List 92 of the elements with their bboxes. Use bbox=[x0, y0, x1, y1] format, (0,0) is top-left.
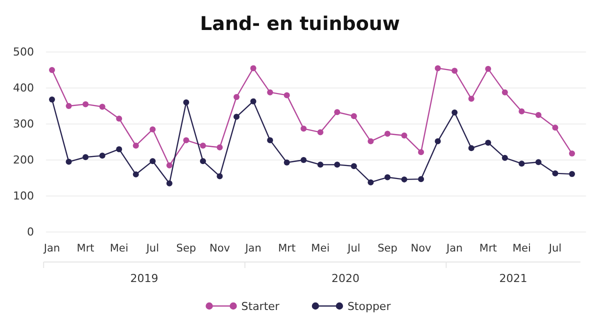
point bbox=[99, 104, 106, 110]
point bbox=[317, 129, 324, 136]
point bbox=[267, 89, 274, 96]
point bbox=[485, 140, 492, 146]
x-tick-label: Mrt bbox=[479, 242, 497, 254]
point bbox=[250, 65, 256, 72]
legend-label: Stopper bbox=[347, 300, 392, 313]
point bbox=[452, 109, 458, 116]
point bbox=[49, 67, 55, 73]
point bbox=[234, 94, 240, 100]
x-tick-label: Nov bbox=[410, 242, 432, 254]
point bbox=[284, 160, 290, 166]
y-tick-label: 100 bbox=[13, 190, 34, 203]
point bbox=[350, 113, 357, 120]
x-tick-label: Mei bbox=[110, 242, 128, 254]
point bbox=[116, 116, 122, 122]
x-tick-label: Jul bbox=[145, 242, 159, 254]
point bbox=[401, 176, 408, 182]
x-tick-label: Jan bbox=[244, 242, 262, 254]
point bbox=[502, 154, 508, 161]
x-tick-label: Mei bbox=[311, 242, 330, 254]
point bbox=[216, 144, 223, 150]
y-tick-label: 0 bbox=[27, 226, 34, 239]
point bbox=[418, 149, 424, 156]
point bbox=[49, 96, 55, 103]
x-tick-label: Mrt bbox=[76, 242, 94, 254]
point bbox=[250, 98, 256, 104]
point bbox=[535, 159, 542, 166]
point bbox=[82, 101, 89, 108]
point bbox=[82, 154, 89, 160]
y-tick-label: 300 bbox=[13, 118, 34, 131]
point bbox=[518, 160, 525, 167]
point bbox=[200, 142, 206, 149]
point bbox=[569, 171, 575, 178]
point bbox=[183, 99, 190, 106]
text: 2020 bbox=[332, 272, 360, 285]
x-tick-label: Sep bbox=[176, 242, 196, 254]
point bbox=[418, 176, 424, 182]
point bbox=[434, 138, 441, 144]
y-tick-label: 500 bbox=[13, 46, 34, 59]
point bbox=[334, 162, 340, 168]
x-tick-label: Jan bbox=[42, 242, 60, 254]
text: 2021 bbox=[499, 272, 528, 285]
y-tick-label: 400 bbox=[13, 82, 34, 95]
point bbox=[300, 157, 307, 163]
point bbox=[452, 68, 458, 74]
chart-title: Land- en tuinbouw bbox=[200, 13, 400, 35]
y-tick-label: 200 bbox=[13, 154, 34, 167]
point bbox=[166, 180, 172, 186]
x-tick-label: Jul bbox=[346, 242, 360, 254]
point bbox=[132, 171, 139, 178]
point bbox=[468, 145, 474, 152]
point bbox=[535, 112, 542, 118]
legend-label: Starter bbox=[241, 300, 280, 313]
point bbox=[434, 65, 441, 72]
point bbox=[150, 126, 156, 132]
point bbox=[401, 132, 408, 139]
point bbox=[183, 137, 190, 144]
point bbox=[334, 109, 340, 116]
point bbox=[552, 124, 558, 131]
point bbox=[317, 162, 324, 168]
point bbox=[468, 96, 474, 102]
point bbox=[502, 89, 508, 96]
x-tick-label: Mrt bbox=[278, 242, 296, 254]
point bbox=[518, 108, 525, 114]
point bbox=[66, 158, 72, 165]
point bbox=[150, 158, 156, 164]
x-tick-label: Jan bbox=[445, 242, 463, 254]
point bbox=[384, 130, 390, 137]
x-tick-label: Nov bbox=[209, 242, 230, 254]
point bbox=[200, 158, 206, 164]
point bbox=[350, 163, 357, 170]
point bbox=[216, 173, 223, 180]
x-tick-label: Mei bbox=[512, 242, 531, 254]
point bbox=[116, 146, 122, 152]
point bbox=[300, 126, 307, 132]
point bbox=[284, 92, 290, 98]
point bbox=[132, 142, 139, 149]
point bbox=[267, 137, 274, 144]
point bbox=[66, 103, 72, 109]
point bbox=[569, 150, 575, 157]
point bbox=[234, 114, 240, 120]
point bbox=[368, 138, 374, 144]
point bbox=[384, 174, 390, 180]
point bbox=[166, 162, 172, 168]
point bbox=[368, 179, 374, 186]
x-tick-label: Jul bbox=[548, 242, 562, 254]
text: 2019 bbox=[130, 272, 158, 285]
point bbox=[99, 152, 106, 159]
x-tick-label: Sep bbox=[378, 242, 398, 254]
point bbox=[485, 66, 492, 72]
point bbox=[552, 170, 558, 176]
